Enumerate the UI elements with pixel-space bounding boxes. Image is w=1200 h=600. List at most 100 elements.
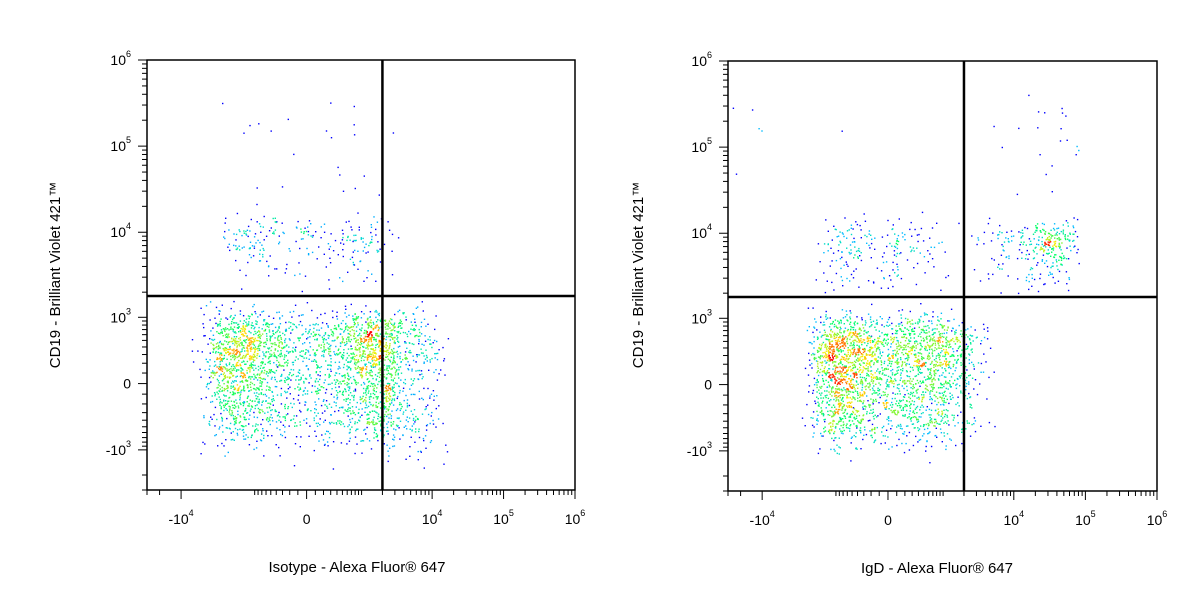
data-point <box>953 414 955 417</box>
data-point <box>843 411 846 414</box>
data-point <box>234 355 237 358</box>
data-point <box>390 374 393 376</box>
data-point <box>421 343 423 345</box>
data-point <box>865 385 868 387</box>
data-point <box>874 440 876 442</box>
data-point <box>353 353 355 355</box>
data-point <box>928 377 930 379</box>
data-point <box>349 386 351 388</box>
data-point <box>859 359 861 361</box>
data-point <box>265 400 267 402</box>
data-point <box>429 336 431 338</box>
data-point <box>302 238 304 240</box>
data-point <box>369 411 371 413</box>
data-point <box>854 374 856 377</box>
data-point <box>811 343 813 345</box>
data-point <box>945 337 947 340</box>
data-point <box>280 353 282 355</box>
data-point <box>375 340 377 342</box>
data-point <box>266 430 268 432</box>
data-point <box>833 420 835 422</box>
data-point <box>819 448 821 450</box>
data-point <box>242 428 245 431</box>
data-point <box>396 363 398 366</box>
data-point <box>322 338 324 340</box>
data-point <box>297 375 299 377</box>
data-point <box>829 345 831 348</box>
data-point <box>397 340 399 342</box>
data-point <box>349 428 351 431</box>
y-tick-label: 103 <box>110 306 131 325</box>
data-point <box>401 323 403 325</box>
data-point <box>284 377 286 379</box>
data-point <box>934 349 936 352</box>
data-point <box>952 365 954 368</box>
data-point <box>940 432 943 434</box>
data-point <box>285 361 287 363</box>
data-point <box>942 341 944 343</box>
data-point <box>219 404 221 406</box>
data-point <box>360 335 362 337</box>
data-point <box>271 371 274 373</box>
data-point <box>934 328 936 330</box>
data-point <box>262 430 264 432</box>
data-point <box>362 366 364 368</box>
data-point <box>370 396 372 398</box>
data-point <box>839 373 841 375</box>
data-point <box>234 349 236 352</box>
data-point <box>219 390 221 393</box>
data-point <box>219 323 221 325</box>
data-point <box>838 372 840 375</box>
data-point <box>937 369 940 371</box>
data-point <box>931 322 933 325</box>
data-point <box>917 382 920 384</box>
data-point <box>837 395 839 398</box>
data-point <box>423 467 425 469</box>
data-point <box>254 330 256 333</box>
data-point <box>385 399 387 402</box>
data-point <box>343 425 346 428</box>
data-point <box>391 400 393 402</box>
data-point <box>885 374 887 376</box>
data-point <box>219 385 221 387</box>
data-point <box>298 262 300 264</box>
data-point <box>280 337 282 339</box>
data-point <box>229 376 232 379</box>
data-point <box>246 412 249 414</box>
data-point <box>394 382 397 384</box>
data-point <box>822 341 825 344</box>
data-point <box>235 418 237 420</box>
data-point <box>906 371 908 373</box>
data-point <box>300 228 302 230</box>
data-point <box>944 382 947 384</box>
data-point <box>832 351 834 353</box>
data-point <box>232 375 234 377</box>
data-point <box>245 408 247 410</box>
data-point <box>918 326 920 329</box>
data-point <box>922 380 924 382</box>
data-point <box>877 415 879 417</box>
data-point <box>933 366 935 368</box>
data-point <box>373 431 375 434</box>
data-point <box>377 335 380 337</box>
data-point <box>243 401 245 403</box>
data-point <box>323 347 325 349</box>
data-point <box>867 340 870 342</box>
data-point <box>254 350 256 353</box>
data-point <box>219 388 221 390</box>
data-point <box>333 379 336 381</box>
data-point <box>354 318 356 321</box>
data-point <box>936 397 939 400</box>
data-point <box>248 390 250 392</box>
data-point <box>859 429 861 432</box>
data-point <box>347 415 349 417</box>
data-point <box>342 280 344 283</box>
data-point <box>275 356 278 358</box>
data-point <box>390 415 393 417</box>
data-point <box>813 347 815 349</box>
data-point <box>829 341 831 343</box>
data-point <box>943 404 945 406</box>
data-point <box>945 351 947 353</box>
data-point <box>266 381 269 384</box>
data-point <box>927 427 929 430</box>
